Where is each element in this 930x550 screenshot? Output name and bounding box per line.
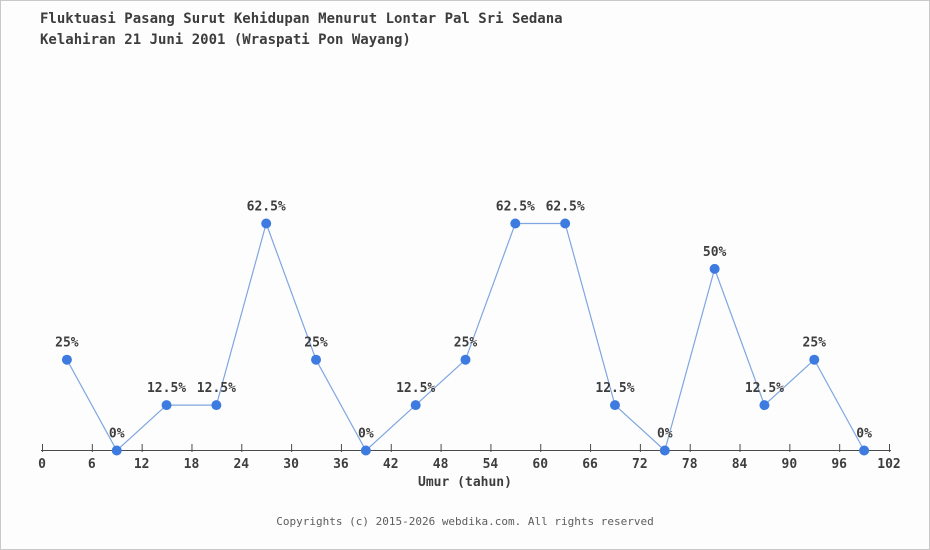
data-point bbox=[659, 445, 670, 456]
x-axis-tick-label: 6 bbox=[88, 457, 96, 472]
chart-subtitle: Kelahiran 21 Juni 2001 (Wraspati Pon Way… bbox=[40, 32, 411, 48]
data-point-label: 25% bbox=[304, 336, 328, 351]
x-axis-tick-label: 24 bbox=[233, 457, 249, 472]
data-point-label: 0% bbox=[856, 427, 872, 442]
data-point bbox=[311, 354, 322, 365]
data-point bbox=[261, 218, 272, 229]
data-point-label: 62.5% bbox=[546, 200, 585, 215]
data-point bbox=[809, 354, 820, 365]
x-axis-tick-label: 90 bbox=[782, 457, 798, 472]
chart-title: Fluktuasi Pasang Surut Kehidupan Menurut… bbox=[40, 11, 563, 27]
x-axis-tick-label: 66 bbox=[582, 457, 598, 472]
x-axis-tick-label: 54 bbox=[483, 457, 499, 472]
data-point bbox=[759, 400, 770, 411]
x-axis-title: Umur (tahun) bbox=[418, 475, 512, 490]
data-point bbox=[460, 354, 471, 365]
data-point-label: 62.5% bbox=[496, 200, 535, 215]
x-axis-tick-label: 72 bbox=[632, 457, 648, 472]
data-point-label: 0% bbox=[109, 427, 125, 442]
data-point-label: 0% bbox=[657, 427, 673, 442]
x-axis-tick-label: 60 bbox=[532, 457, 548, 472]
data-point-label: 25% bbox=[803, 336, 827, 351]
x-axis-tick-label: 0 bbox=[38, 457, 46, 472]
data-point bbox=[859, 445, 870, 456]
data-point-label: 12.5% bbox=[745, 381, 784, 396]
data-point-label: 12.5% bbox=[197, 381, 236, 396]
data-point-label: 25% bbox=[55, 336, 79, 351]
data-point-label: 12.5% bbox=[147, 381, 186, 396]
data-point bbox=[709, 263, 720, 274]
x-axis-tick-label: 84 bbox=[732, 457, 748, 472]
footer-copyright: Copyrights (c) 2015-2026 webdika.com. Al… bbox=[276, 515, 654, 528]
x-axis-tick-label: 36 bbox=[333, 457, 349, 472]
x-axis-tick-label: 78 bbox=[682, 457, 698, 472]
x-axis-tick-label: 102 bbox=[877, 457, 900, 472]
data-point-label: 0% bbox=[358, 427, 374, 442]
data-point bbox=[609, 400, 620, 411]
data-point bbox=[360, 445, 371, 456]
x-axis-tick-label: 12 bbox=[134, 457, 150, 472]
data-point bbox=[410, 400, 421, 411]
data-point-label: 62.5% bbox=[247, 200, 286, 215]
data-point-label: 50% bbox=[703, 245, 727, 260]
x-axis-tick-label: 18 bbox=[184, 457, 200, 472]
data-point bbox=[161, 400, 172, 411]
data-point bbox=[61, 354, 72, 365]
x-axis-tick-label: 30 bbox=[283, 457, 299, 472]
data-point-label: 25% bbox=[454, 336, 478, 351]
data-point bbox=[560, 218, 571, 229]
x-axis-tick-label: 96 bbox=[831, 457, 847, 472]
data-point bbox=[111, 445, 122, 456]
x-axis-tick-label: 48 bbox=[433, 457, 449, 472]
data-point-label: 12.5% bbox=[595, 381, 634, 396]
x-axis-tick-label: 42 bbox=[383, 457, 399, 472]
data-point bbox=[211, 400, 222, 411]
data-point-label: 12.5% bbox=[396, 381, 435, 396]
data-point bbox=[510, 218, 521, 229]
